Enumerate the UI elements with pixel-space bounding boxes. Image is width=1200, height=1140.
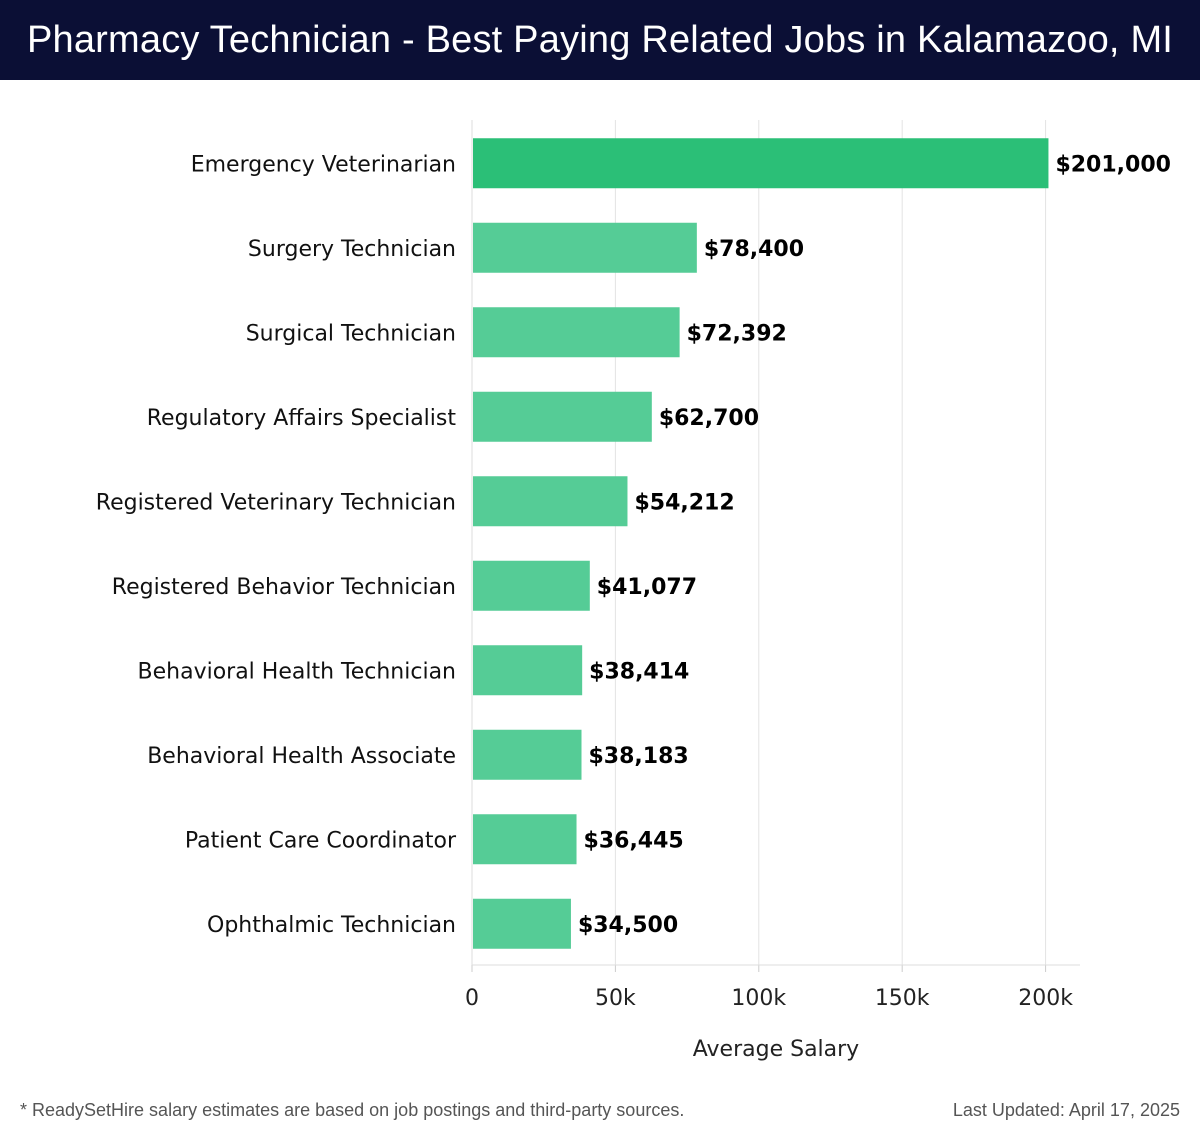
category-label: Emergency Veterinarian [191,152,456,177]
value-label: $62,700 [659,406,759,431]
x-axis-title: Average Salary [693,1037,859,1062]
category-label: Registered Veterinary Technician [96,490,456,515]
value-label: $38,414 [589,659,689,684]
last-updated: Last Updated: April 17, 2025 [952,1100,1180,1120]
value-label: $54,212 [634,490,734,515]
x-tick-label: 100k [731,986,786,1011]
bar [473,560,590,611]
bar [473,645,583,696]
category-label: Behavioral Health Technician [138,659,456,684]
bar [473,138,1049,189]
bar [473,222,697,273]
salary-bar-chart: Emergency Veterinarian $201,000 Surgery Te… [96,120,1171,1062]
footer-note: * ReadySetHire salary estimates are base… [20,1100,685,1120]
category-label: Patient Care Coordinator [185,828,457,853]
page-title: Pharmacy Technician - Best Paying Relate… [26,18,1174,61]
x-tick-label: 50k [595,986,636,1011]
value-label: $38,183 [589,744,689,769]
value-label: $201,000 [1055,152,1171,177]
bar [473,729,582,780]
x-tick-label: 200k [1018,986,1073,1011]
category-label: Surgery Technician [248,237,456,262]
category-label: Surgical Technician [246,321,456,346]
category-label: Behavioral Health Associate [147,744,456,769]
category-label: Ophthalmic Technician [207,913,456,938]
value-label: $41,077 [597,575,697,600]
value-label: $34,500 [578,913,678,938]
header-bar: Pharmacy Technician - Best Paying Relate… [0,0,1200,80]
value-label: $72,392 [687,321,787,346]
category-label: Regulatory Affairs Specialist [147,406,457,431]
bar [473,898,571,949]
bar [473,391,652,442]
bar [473,476,628,527]
bar [473,814,577,865]
value-label: $36,445 [584,828,684,853]
bar [473,307,680,358]
x-tick-label: 150k [875,986,930,1011]
x-tick-label: 0 [465,986,479,1011]
category-label: Registered Behavior Technician [112,575,456,600]
value-label: $78,400 [704,237,804,262]
